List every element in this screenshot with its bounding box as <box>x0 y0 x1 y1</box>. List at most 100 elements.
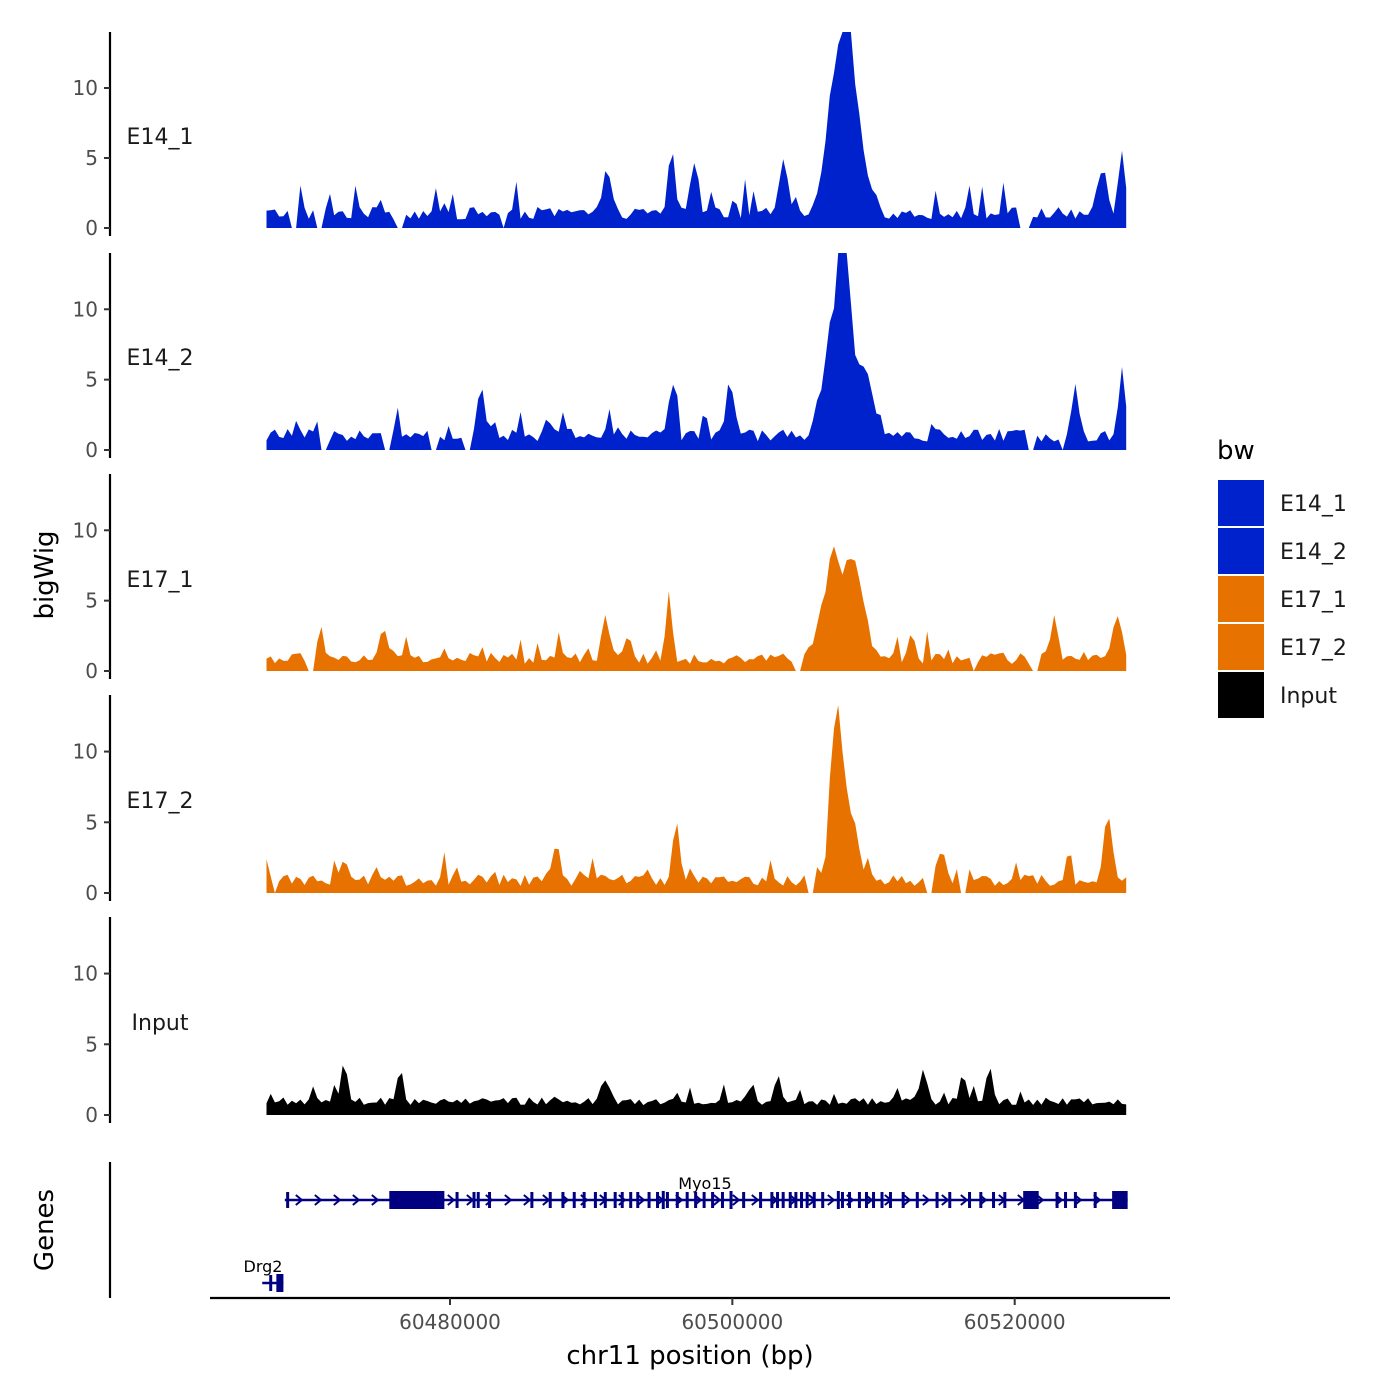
legend-item-e17-2: E17_2 <box>1218 624 1347 670</box>
exon-mark <box>488 1192 492 1208</box>
exon-mark <box>794 1192 798 1208</box>
exon-mark <box>864 1192 868 1208</box>
exon-mark <box>561 1192 565 1208</box>
exon-block <box>389 1191 445 1209</box>
exon-mark <box>770 1192 774 1208</box>
gene-drg2: Drg2 <box>244 1257 284 1292</box>
exon-mark <box>840 1192 844 1208</box>
track-panel-e17-1: 0 5 10 E17_1 <box>73 474 1127 683</box>
exon-mark <box>476 1192 480 1208</box>
exon-mark <box>880 1192 884 1208</box>
exon-mark <box>636 1192 640 1208</box>
legend-swatch <box>1218 528 1264 574</box>
exon-mark <box>888 1192 892 1208</box>
exon-mark <box>872 1192 876 1208</box>
exon-block <box>836 1191 840 1209</box>
exon-mark <box>788 1192 792 1208</box>
exon-mark <box>455 1192 459 1208</box>
legend-label: Input <box>1280 684 1337 709</box>
signal-area-e17-2 <box>266 705 1127 893</box>
exon-mark <box>935 1192 939 1208</box>
exon-mark <box>776 1192 780 1208</box>
strand-arrow <box>314 1194 323 1206</box>
y-tick-label: 5 <box>85 810 98 834</box>
legend: bw E14_1 E14_2 E17_1 E17_2 Input <box>1217 436 1347 718</box>
exon-mark <box>711 1192 715 1208</box>
legend-swatch <box>1218 480 1264 526</box>
genes-panel: Myo15 Drg2 <box>108 1162 1128 1298</box>
y-tick-label: 10 <box>73 518 98 542</box>
genes-axis-title: Genes <box>30 1189 60 1271</box>
y-tick-label: 0 <box>85 659 98 683</box>
exon-mark <box>759 1192 763 1208</box>
gene-models: Myo15 Drg2 <box>244 1174 1128 1292</box>
exon-mark <box>548 1192 552 1208</box>
signal-area-e14-2 <box>266 253 1127 450</box>
strand-arrow <box>713 1194 722 1206</box>
exon-mark <box>1093 1192 1097 1208</box>
signal-area-e14-1 <box>266 32 1127 228</box>
legend-label: E17_1 <box>1280 588 1347 613</box>
y-tick-label: 0 <box>85 1103 98 1127</box>
strand-arrow <box>732 1194 741 1206</box>
x-tick-label: 60520000 <box>964 1310 1066 1334</box>
exon-mark <box>656 1192 660 1208</box>
strand-arrow <box>295 1194 304 1206</box>
exon-mark <box>702 1192 706 1208</box>
exon-mark <box>593 1192 597 1208</box>
exon-mark <box>647 1192 651 1208</box>
signal-track-panels: 0 5 10 E14_1 0 5 10 E14_2 0 5 10 E17_1 0 5 10 E17_2 0 5 10… <box>73 32 1127 1127</box>
strand-arrow <box>371 1194 380 1206</box>
strand-arrow <box>523 1194 532 1206</box>
strand-arrow <box>922 1194 931 1206</box>
track-label: E17_2 <box>127 789 194 814</box>
legend-label: E17_2 <box>1280 636 1347 661</box>
y-tick-label: 5 <box>85 1032 98 1056</box>
track-panel-e14-1: 0 5 10 E14_1 <box>73 32 1127 240</box>
y-tick-label: 0 <box>85 881 98 905</box>
legend-swatch <box>1218 672 1264 718</box>
exon-mark <box>1003 1192 1007 1208</box>
exon-block <box>661 1191 665 1209</box>
exon-mark <box>968 1192 972 1208</box>
strand-arrow <box>1036 1194 1045 1206</box>
strand-arrow <box>827 1194 836 1206</box>
exon-mark <box>665 1192 669 1208</box>
exon-mark <box>812 1192 816 1208</box>
legend-title: bw <box>1217 436 1255 466</box>
exon-mark <box>742 1192 746 1208</box>
legend-item-e17-1: E17_1 <box>1218 576 1347 622</box>
strand-arrow <box>485 1194 494 1206</box>
legend-item-e14-2: E14_2 <box>1218 528 1347 574</box>
y-tick-label: 10 <box>73 76 98 100</box>
exon-mark <box>694 1192 698 1208</box>
legend-swatch <box>1218 576 1264 622</box>
track-panel-input: 0 5 10 Input <box>73 917 1127 1127</box>
strand-arrow <box>960 1194 969 1206</box>
x-tick-label: 60480000 <box>399 1310 501 1334</box>
strand-arrow <box>751 1194 760 1206</box>
exon-mark <box>720 1192 724 1208</box>
exon-mark <box>948 1192 952 1208</box>
exon-mark <box>286 1192 290 1208</box>
exon-mark <box>805 1192 809 1208</box>
exon-mark <box>582 1192 586 1208</box>
legend-item-e14-1: E14_1 <box>1218 480 1347 526</box>
exon-mark <box>979 1192 983 1208</box>
exon-mark <box>629 1192 633 1208</box>
exon-block <box>729 1191 733 1209</box>
x-axis-title: chr11 position (bp) <box>566 1341 813 1371</box>
legend-item-input: Input <box>1218 672 1337 718</box>
y-tick-label: 0 <box>85 216 98 240</box>
exon-mark <box>530 1192 534 1208</box>
exon-mark <box>821 1192 825 1208</box>
strand-arrow <box>447 1194 456 1206</box>
track-label: E14_1 <box>127 125 194 150</box>
strand-arrow <box>352 1194 361 1206</box>
strand-arrow <box>333 1194 342 1206</box>
exon-mark <box>269 1275 273 1291</box>
exon-mark <box>472 1192 476 1208</box>
legend-label: E14_1 <box>1280 492 1347 517</box>
exon-block <box>276 1274 284 1292</box>
